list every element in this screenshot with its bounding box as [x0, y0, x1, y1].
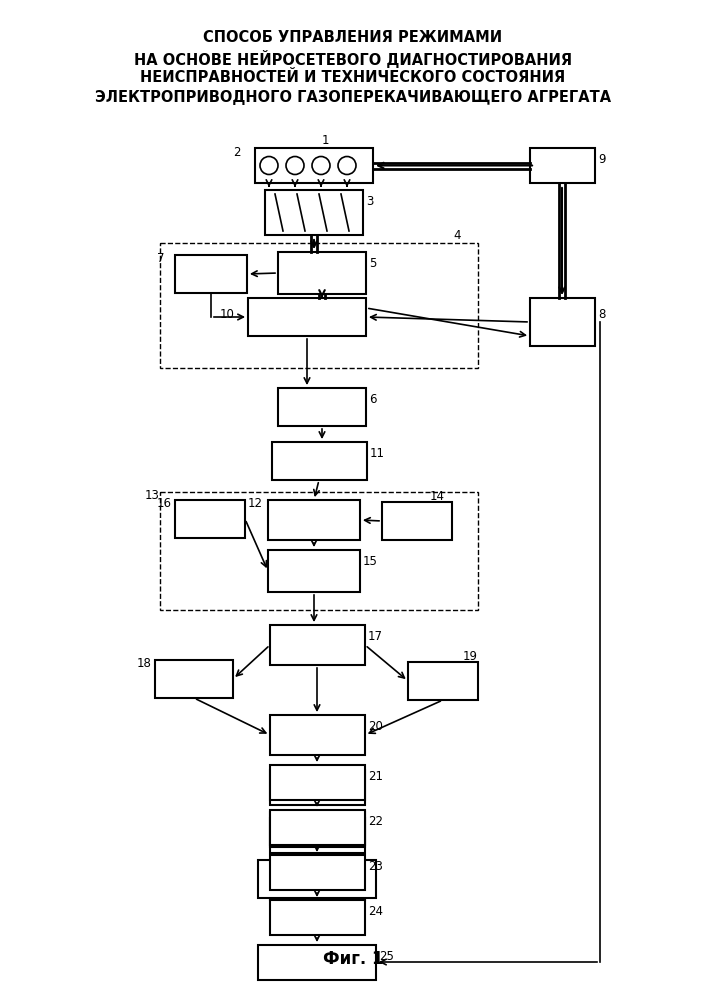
Text: 8: 8 — [598, 308, 605, 321]
Bar — [270, 715, 365, 755]
Text: 20: 20 — [368, 720, 383, 733]
Bar — [255, 148, 373, 183]
Bar — [160, 243, 478, 368]
Bar — [268, 500, 360, 540]
Bar — [270, 765, 365, 800]
Text: 17: 17 — [368, 630, 383, 643]
Text: 13: 13 — [145, 489, 160, 502]
Text: 2: 2 — [233, 146, 240, 159]
Text: 18: 18 — [137, 657, 152, 670]
Text: 7: 7 — [157, 252, 165, 265]
Bar — [155, 660, 233, 698]
Text: 9: 9 — [598, 153, 605, 166]
Bar — [270, 818, 365, 853]
Bar — [530, 148, 595, 183]
Bar — [408, 662, 478, 700]
Text: 24: 24 — [368, 905, 383, 918]
Text: Фиг. 1: Фиг. 1 — [323, 950, 383, 968]
Bar — [270, 865, 365, 900]
Text: 1: 1 — [322, 134, 329, 147]
Bar — [268, 550, 360, 592]
Text: 12: 12 — [248, 497, 263, 510]
Bar — [248, 298, 366, 336]
Text: 25: 25 — [379, 950, 394, 963]
Text: 11: 11 — [370, 447, 385, 460]
Bar — [270, 625, 365, 665]
Bar — [175, 500, 245, 538]
Text: НА ОСНОВЕ НЕЙРОСЕТЕВОГО ДИАГНОСТИРОВАНИЯ: НА ОСНОВЕ НЕЙРОСЕТЕВОГО ДИАГНОСТИРОВАНИЯ — [134, 50, 572, 68]
Bar — [272, 442, 367, 480]
Bar — [270, 900, 365, 935]
Bar — [160, 492, 478, 610]
Text: 16: 16 — [157, 497, 172, 510]
Bar — [278, 252, 366, 294]
Text: 23: 23 — [368, 860, 383, 873]
Text: НЕИСПРАВНОСТЕЙ И ТЕХНИЧЕСКОГО СОСТОЯНИЯ: НЕИСПРАВНОСТЕЙ И ТЕХНИЧЕСКОГО СОСТОЯНИЯ — [141, 70, 566, 85]
Bar — [258, 945, 376, 980]
Text: 3: 3 — [366, 195, 373, 208]
Text: ЭЛЕКТРОПРИВОДНОГО ГАЗОПЕРЕКАЧИВАЮЩЕГО АГРЕГАТА: ЭЛЕКТРОПРИВОДНОГО ГАЗОПЕРЕКАЧИВАЮЩЕГО АГ… — [95, 90, 611, 105]
Text: 21: 21 — [368, 770, 383, 783]
Text: 6: 6 — [369, 393, 377, 406]
Bar — [382, 502, 452, 540]
Text: 5: 5 — [369, 257, 376, 270]
Bar — [270, 810, 365, 845]
Text: 4: 4 — [453, 229, 460, 242]
Bar — [270, 812, 365, 847]
Text: 14: 14 — [430, 490, 445, 503]
Bar — [278, 388, 366, 426]
Text: 10: 10 — [220, 308, 235, 321]
Bar — [530, 298, 595, 346]
Bar — [270, 770, 365, 805]
Text: СПОСОБ УПРАВЛЕНИЯ РЕЖИМАМИ: СПОСОБ УПРАВЛЕНИЯ РЕЖИМАМИ — [204, 30, 503, 45]
Text: 22: 22 — [368, 815, 383, 828]
Text: 15: 15 — [363, 555, 378, 568]
Bar — [265, 190, 363, 235]
Bar — [270, 855, 365, 890]
Bar — [258, 860, 376, 898]
Bar — [175, 255, 247, 293]
Text: 19: 19 — [463, 650, 478, 663]
